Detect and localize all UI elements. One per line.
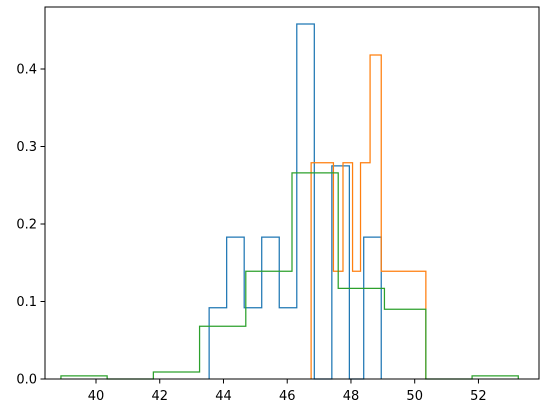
y-tick-label: 0.4 bbox=[16, 63, 37, 78]
x-tick-label: 44 bbox=[215, 389, 232, 404]
x-tick-label: 50 bbox=[406, 389, 423, 404]
y-tick-label: 0.2 bbox=[16, 218, 37, 233]
series-layer bbox=[60, 23, 519, 380]
axes-layer: 40 42 44 46 48 50 52 0.0 0.1 0.2 0.3 0.4 bbox=[16, 6, 540, 404]
axes-frame bbox=[44, 6, 540, 380]
x-tick-label: 42 bbox=[151, 389, 168, 404]
histogram-series-2 bbox=[310, 54, 427, 379]
x-tick-label: 40 bbox=[88, 389, 105, 404]
y-tick-label: 0.1 bbox=[16, 295, 37, 310]
y-tick-label: 0.0 bbox=[16, 373, 37, 388]
y-tick-label: 0.3 bbox=[16, 140, 37, 155]
histogram-series-3 bbox=[60, 172, 519, 380]
x-tick-label: 52 bbox=[470, 389, 487, 404]
x-tick-label: 48 bbox=[343, 389, 360, 404]
x-tick-label: 46 bbox=[279, 389, 296, 404]
